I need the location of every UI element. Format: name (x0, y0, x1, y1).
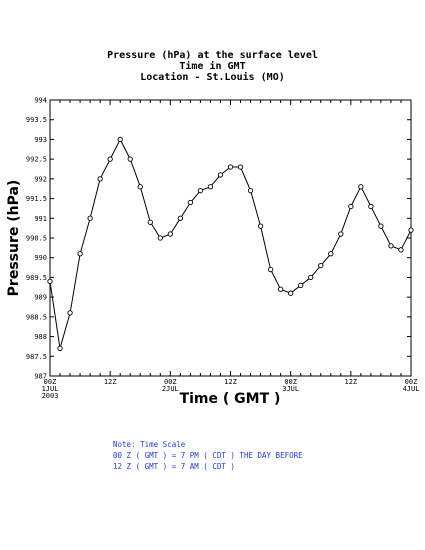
data-point (157, 235, 163, 241)
note-line-3: 12 Z ( GMT ) = 7 AM ( CDT ) (113, 462, 235, 471)
data-point (237, 164, 244, 170)
x-tick-label: 12Z (104, 378, 117, 386)
axis-ticks (49, 99, 412, 377)
data-point (318, 262, 324, 269)
y-tick-label: 993 (34, 136, 47, 144)
data-point (197, 188, 204, 194)
data-point (298, 282, 304, 288)
data-point (207, 184, 214, 190)
series-markers (47, 136, 414, 352)
data-point (137, 184, 143, 190)
data-point (408, 227, 414, 233)
data-point (388, 243, 394, 249)
x-tick-label: 00Z (284, 378, 297, 386)
data-point (247, 188, 254, 194)
x-tick-date-label: 3JUL (282, 385, 299, 393)
y-tick-label: 992.5 (26, 156, 47, 164)
x-tick-label: 12Z (345, 378, 358, 386)
data-point (348, 203, 354, 210)
data-point (358, 184, 364, 190)
data-point (217, 172, 224, 178)
y-tick-label: 990.5 (26, 235, 47, 243)
data-point (127, 156, 133, 162)
series-line (49, 138, 412, 349)
chart-title-line-1: Pressure (hPa) at the surface level (107, 50, 318, 61)
data-point (167, 231, 173, 237)
x-tick-label: 00Z (44, 378, 57, 386)
y-tick-label: 990 (34, 254, 47, 262)
x-tick-label: 12Z (224, 378, 237, 386)
y-tick-label: 989 (34, 294, 47, 302)
x-tick-date-label: 2JUL (162, 385, 179, 393)
y-tick-label: 989.5 (26, 274, 47, 282)
data-point (257, 223, 264, 229)
data-point (47, 278, 53, 285)
y-tick-label: 992 (34, 175, 47, 183)
data-point (328, 251, 334, 257)
x-tick-label: 00Z (405, 378, 418, 386)
data-point (77, 251, 83, 257)
x-tick-label: 00Z (164, 378, 177, 386)
y-tick-label: 988 (34, 333, 47, 341)
data-point (288, 290, 294, 296)
y-axis-label: Pressure (hPa) (6, 180, 22, 297)
data-point (338, 231, 344, 237)
y-tick-labels: 987 987.5 988 988.5 989 989.5 990 990.5 991 991.5… (26, 97, 47, 381)
data-point (267, 266, 274, 273)
y-tick-label: 988.5 (26, 313, 47, 321)
note-line-2: 00 Z ( GMT ) = 7 PM ( CDT ) THE DAY BEFO… (113, 451, 303, 460)
data-point (57, 345, 63, 352)
x-tick-year-label: 2003 (42, 392, 59, 400)
data-point (398, 247, 404, 253)
data-point (368, 203, 374, 210)
data-point (117, 136, 123, 143)
data-point (177, 215, 184, 221)
data-point (277, 286, 284, 292)
data-point (97, 176, 103, 182)
data-point (107, 156, 113, 162)
data-point (67, 310, 73, 316)
y-tick-label: 993.5 (26, 116, 47, 124)
x-tick-date-label: 4JUL (403, 385, 420, 393)
y-tick-label: 987.5 (26, 353, 47, 361)
chart-title-line-3: Location - St.Louis (MO) (140, 72, 285, 83)
data-point (378, 223, 384, 229)
plot-frame (49, 99, 412, 377)
x-axis-label: Time ( GMT ) (180, 391, 281, 407)
data-point (227, 164, 234, 170)
note-line-1: Note: Time Scale (113, 440, 186, 449)
y-tick-label: 987 (34, 373, 47, 381)
x-tick-date-label: 1JUL (42, 385, 59, 393)
chart-title-line-2: Time in GMT (179, 61, 246, 72)
data-point (87, 215, 93, 221)
data-point (187, 199, 194, 206)
y-tick-label: 994 (34, 97, 47, 105)
data-point (308, 274, 314, 281)
y-tick-label: 991 (34, 215, 47, 223)
y-tick-label: 991.5 (26, 195, 47, 203)
data-point (147, 219, 153, 225)
